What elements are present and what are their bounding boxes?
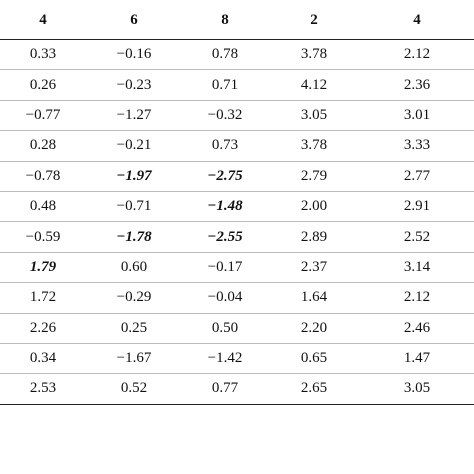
table-row: 1.72 −0.29 −0.04 1.64 2.12 [0,282,474,314]
table-cell: −1.97 [86,161,182,192]
table-cell: −0.04 [182,282,268,314]
table-row: 2.53 0.52 0.77 2.65 3.05 [0,373,474,405]
table-cell: 2.37 [268,252,360,284]
table-row: 1.79 0.60 −0.17 2.37 3.14 [0,252,474,284]
table-cell: −0.16 [86,39,182,71]
table-cell: −0.32 [182,100,268,132]
table-cell: 2.79 [268,161,360,192]
table-cell: 0.34 [0,343,86,375]
table-cell: −1.27 [86,100,182,132]
table-cell: 2.26 [0,313,86,344]
table-cell: 2.36 [360,69,474,101]
table-cell: −1.78 [86,221,182,253]
table-cell: −0.21 [86,130,182,162]
table-cell: 2.20 [268,313,360,344]
table-cell: −2.75 [182,161,268,192]
header-cell: 4 [0,0,86,40]
table-cell: 3.01 [360,100,474,132]
table-cell: 2.12 [360,39,474,71]
table-row: 0.33 −0.16 0.78 3.78 2.12 [0,39,474,71]
table-cell: 2.52 [360,221,474,253]
table-cell: 2.12 [360,282,474,314]
header-cell: 8 [182,0,268,40]
table-cell: 2.91 [360,191,474,223]
table-cell: 0.65 [268,343,360,375]
header-cell: 6 [86,0,182,40]
table-cell: 2.77 [360,161,474,192]
table-cell: −1.48 [182,191,268,223]
table-cell: −1.67 [86,343,182,375]
table-cell: 1.47 [360,343,474,375]
table-row: −0.78 −1.97 −2.75 2.79 2.77 [0,161,474,192]
table-row: 2.26 0.25 0.50 2.20 2.46 [0,313,474,344]
table-cell: −0.23 [86,69,182,101]
table-row: −0.59 −1.78 −2.55 2.89 2.52 [0,221,474,253]
table-row: 0.48 −0.71 −1.48 2.00 2.91 [0,191,474,223]
table-cell: −0.59 [0,221,86,253]
table-cell: 1.64 [268,282,360,314]
table-cell: 1.79 [0,252,86,284]
table-cell: 0.60 [86,252,182,284]
table-cell: 0.33 [0,39,86,71]
table-cell: 0.25 [86,313,182,344]
table-row: 0.28 −0.21 0.73 3.78 3.33 [0,130,474,162]
table-cell: 3.78 [268,130,360,162]
table-row: 0.26 −0.23 0.71 4.12 2.36 [0,69,474,101]
table-cell: 3.05 [268,100,360,132]
table-cell: 3.33 [360,130,474,162]
table-cell: 1.72 [0,282,86,314]
table-cell: −1.42 [182,343,268,375]
table-cell: 2.46 [360,313,474,344]
table-row: −0.77 −1.27 −0.32 3.05 3.01 [0,100,474,132]
table-cell: 2.65 [268,373,360,405]
table-cell: −0.29 [86,282,182,314]
header-cell: 2 [268,0,360,40]
table-cell: 0.50 [182,313,268,344]
table-cell: −2.55 [182,221,268,253]
table-cell: 2.53 [0,373,86,405]
table-cell: 0.48 [0,191,86,223]
table-cell: 0.52 [86,373,182,405]
table-cell: 0.78 [182,39,268,71]
table-cell: −0.77 [0,100,86,132]
table-row: 0.34 −1.67 −1.42 0.65 1.47 [0,343,474,375]
header-cell: 4 [360,0,474,40]
table-cell: 2.00 [268,191,360,223]
table-cell: 3.14 [360,252,474,284]
table-cell: 0.26 [0,69,86,101]
table-cell: 0.73 [182,130,268,162]
table-cell: 4.12 [268,69,360,101]
table-cell: 2.89 [268,221,360,253]
table-cell: 3.05 [360,373,474,405]
table-cell: −0.78 [0,161,86,192]
table-cell: 0.77 [182,373,268,405]
table-cell: 3.78 [268,39,360,71]
table-cell: −0.71 [86,191,182,223]
table-cell: 0.71 [182,69,268,101]
table-cell: 0.28 [0,130,86,162]
table-cell: −0.17 [182,252,268,284]
